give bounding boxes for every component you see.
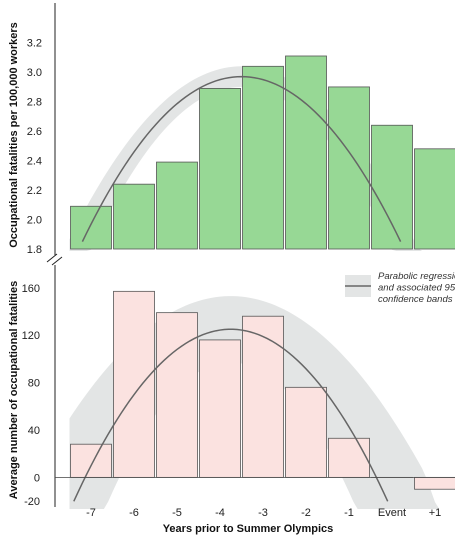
top-panel: 1.8 2.0 2.2 2.4 2.6 2.8 3.0 3.2 xyxy=(27,3,455,256)
legend-text-line: Parabolic regressions xyxy=(378,271,455,282)
x-tick-label: -1 xyxy=(344,507,354,519)
top-y-tick-label: 2.2 xyxy=(27,185,42,197)
bottom-bar--5 xyxy=(156,312,198,478)
bottom-bar--4 xyxy=(199,339,241,478)
bottom-bar--7 xyxy=(70,443,112,478)
x-tick-label: -7 xyxy=(86,507,96,519)
top-y-tick-label: 2.0 xyxy=(27,215,42,227)
top-bar--5 xyxy=(156,161,198,250)
bottom-regression-line xyxy=(73,328,389,502)
legend-text-line: confidence bands xyxy=(378,294,453,305)
top-y-tick-label: 3.0 xyxy=(27,67,42,79)
legend-text-line: and associated 95% xyxy=(378,283,455,294)
top-bar-Event xyxy=(371,124,413,250)
top-bar--2 xyxy=(285,55,327,250)
top-y-tick-label: 1.8 xyxy=(27,244,42,256)
bottom-y-tick-label: 160 xyxy=(22,283,40,295)
x-tick-label: Event xyxy=(378,507,406,519)
axis-break-mark xyxy=(46,253,63,266)
bottom-bar--3 xyxy=(242,315,284,478)
top-bar--1 xyxy=(328,86,370,250)
bottom-y-axis-title: Average number of occupational fatalitie… xyxy=(8,281,20,499)
bottom-bar--1 xyxy=(328,437,370,478)
bottom-y-tick-label: 0 xyxy=(34,472,40,484)
x-tick-label: -6 xyxy=(129,507,139,519)
x-tick-label: -4 xyxy=(215,507,225,519)
bottom-y-tick-label: 120 xyxy=(22,330,40,342)
axis-break-gap xyxy=(48,255,62,265)
top-bar--6 xyxy=(113,183,155,250)
x-tick-label: +1 xyxy=(429,507,442,519)
top-y-tick-label: 3.2 xyxy=(27,38,42,50)
x-tick-label: -2 xyxy=(301,507,311,519)
top-y-tick-label: 2.6 xyxy=(27,126,42,138)
top-bar--4 xyxy=(199,88,241,250)
top-y-axis-title: Occupational fatalities per 100,000 work… xyxy=(8,22,20,248)
top-bar-+1 xyxy=(414,148,455,250)
axis-break-slash-1 xyxy=(46,253,58,263)
x-tick-label: -5 xyxy=(172,507,182,519)
bottom-y-tick-label: 40 xyxy=(28,425,40,437)
x-tick-label: -3 xyxy=(258,507,268,519)
bottom-bar--2 xyxy=(285,386,327,478)
legend: Parabolic regressionsand associated 95%c… xyxy=(345,271,455,305)
top-y-tick-label: 2.4 xyxy=(27,156,42,168)
bottom-y-tick-label: -20 xyxy=(24,496,40,508)
bottom-bar--6 xyxy=(113,290,155,478)
bottom-y-tick-label: 80 xyxy=(28,378,40,390)
bottom-panel: -20 0 40 80 120 160 xyxy=(22,245,455,509)
top-confidence-band xyxy=(69,66,455,251)
x-axis: -7 -6 -5 -4 -3 -2 -1 Event +1 xyxy=(86,507,441,519)
x-axis-title: Years prior to Summer Olympics xyxy=(163,523,334,535)
bottom-bar-+1 xyxy=(414,476,455,490)
axis-break-slash-2 xyxy=(51,256,63,266)
top-bar--3 xyxy=(242,65,284,250)
top-bar--7 xyxy=(70,205,112,250)
top-regression-line xyxy=(81,75,402,242)
top-y-tick-label: 2.8 xyxy=(27,97,42,109)
